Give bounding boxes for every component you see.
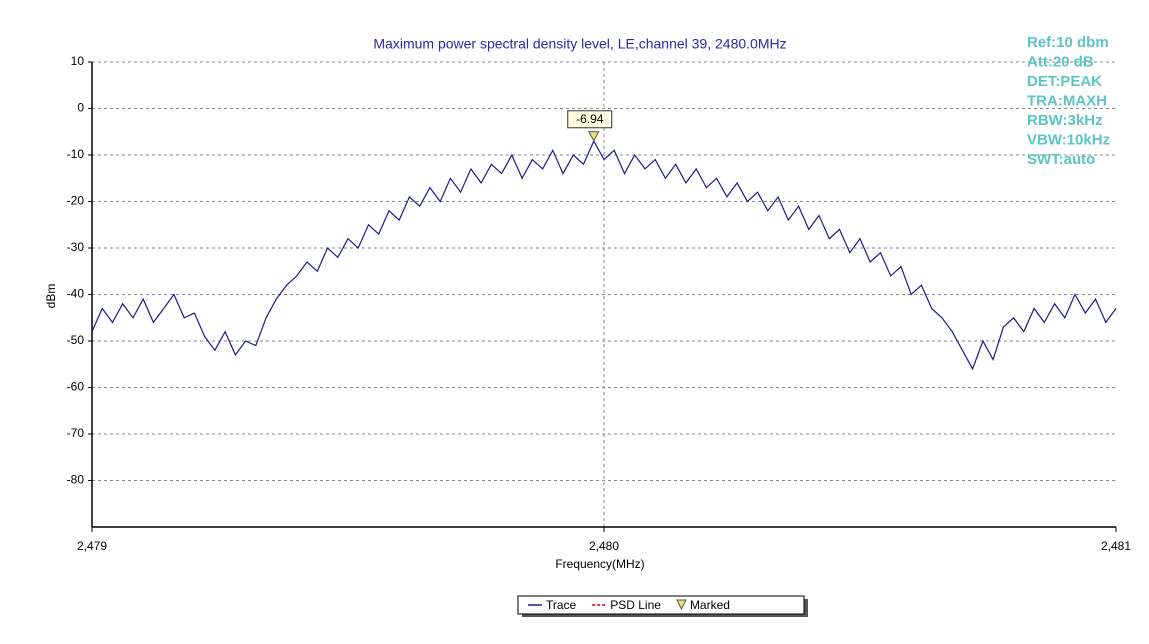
annotation: Att:20 dB (1027, 53, 1094, 70)
x-tick-label: 2,481 (1101, 539, 1131, 553)
annotation: DET:PEAK (1027, 73, 1102, 90)
y-tick-label: 0 (77, 101, 84, 115)
y-tick-label: -80 (67, 473, 85, 487)
trace-line (91, 139, 1117, 371)
marker (587, 131, 600, 142)
y-tick-label: -30 (67, 240, 85, 254)
chart-title: Maximum power spectral density level, LE… (373, 36, 786, 52)
x-tick-label: 2,479 (77, 539, 107, 553)
y-tick-label: -70 (67, 426, 85, 440)
annotation: VBW:10kHz (1027, 131, 1110, 148)
legend-swatch (676, 599, 687, 611)
y-tick-label: -50 (67, 333, 85, 347)
y-tick-label: -10 (67, 147, 85, 161)
legend-label: Trace (546, 598, 577, 612)
x-axis-label: Frequency(MHz) (555, 557, 644, 571)
y-tick-label: 10 (71, 54, 85, 68)
x-tick-label: 2,480 (589, 539, 619, 553)
marker-label: -6.94 (576, 112, 604, 126)
legend-box (517, 595, 805, 615)
marker-label-box (567, 110, 613, 129)
y-tick-label: -20 (67, 194, 85, 208)
y-axis-label: dBm (44, 284, 58, 309)
annotation: SWT:auto (1027, 151, 1095, 168)
legend: Trace PSD Line Marked (517, 595, 808, 617)
annotation: RBW:3kHz (1027, 112, 1103, 129)
legend-label: Marked (690, 598, 730, 612)
y-tick-label: -40 (67, 287, 85, 301)
annotation: TRA:MAXH (1027, 92, 1107, 109)
annotation: Ref:10 dbm (1027, 34, 1109, 51)
legend-label: PSD Line (610, 598, 661, 612)
y-tick-label: -60 (67, 380, 85, 394)
